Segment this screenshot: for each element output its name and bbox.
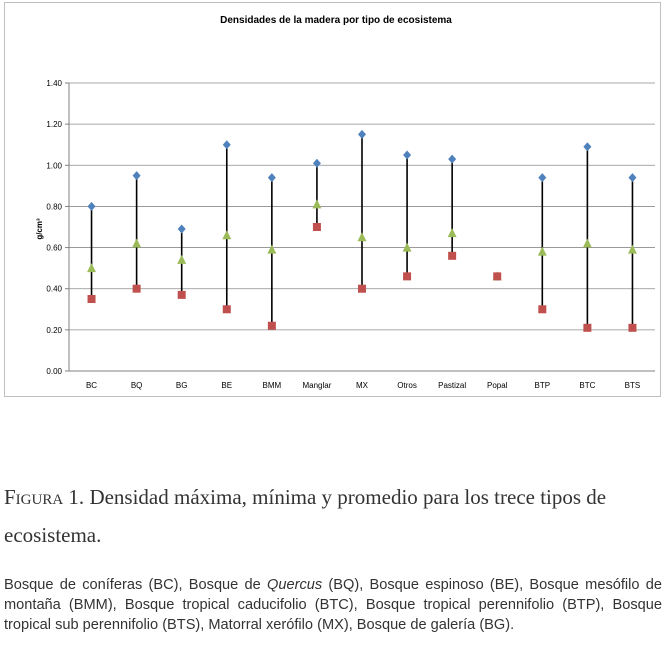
avg-marker <box>132 238 142 248</box>
max-marker <box>628 173 637 183</box>
max-marker <box>132 171 141 181</box>
avg-marker <box>537 246 547 256</box>
x-tick-label: Popal <box>487 381 508 390</box>
x-tick-label: BTS <box>625 381 641 390</box>
x-tick-label: BQ <box>131 381 143 390</box>
abbreviation-legend: Bosque de coníferas (BC), Bosque de Quer… <box>4 575 662 635</box>
chart-title: Densidades de la madera por tipo de ecos… <box>220 15 452 26</box>
min-marker <box>538 305 547 314</box>
y-tick-label: 0.60 <box>46 244 62 253</box>
y-tick-label: 1.00 <box>46 161 62 170</box>
x-tick-label: Otros <box>397 381 417 390</box>
min-marker <box>583 323 592 332</box>
max-marker <box>222 140 231 150</box>
x-tick-label: BMM <box>263 381 282 390</box>
y-axis-label: g/cm³ <box>35 218 44 240</box>
figure-label: Figura 1. <box>4 485 85 509</box>
legend-text-italic: Quercus <box>267 577 323 593</box>
y-tick-label: 1.40 <box>46 79 62 88</box>
x-tick-label: BTC <box>579 381 595 390</box>
avg-marker <box>222 230 232 240</box>
y-tick-labels: 0.00 0.20 0.40 0.60 0.80 1.00 1.20 1.40 <box>46 79 62 376</box>
chart-container: Densidades de la madera por tipo de ecos… <box>4 2 661 397</box>
min-marker <box>177 290 186 299</box>
figure-caption: Figura 1. Densidad máxima, mínima y prom… <box>4 478 664 554</box>
max-marker <box>403 150 412 160</box>
x-tick-label: BE <box>221 381 232 390</box>
y-tick-label: 0.80 <box>46 202 62 211</box>
y-tick-label: 0.40 <box>46 285 62 294</box>
y-tick-label: 0.00 <box>46 367 62 376</box>
x-tick-labels: BC BQ BG BE BMM Manglar MX Otros Pastizal Popal BT… <box>86 381 640 390</box>
x-tick-label: BG <box>176 381 188 390</box>
legend-text-part1: Bosque de coníferas (BC), Bosque de <box>4 577 268 593</box>
min-marker <box>312 223 321 231</box>
chart-svg: Densidades de la madera por tipo de ecos… <box>35 15 655 390</box>
avg-marker <box>87 263 97 273</box>
max-marker <box>448 154 457 164</box>
y-tick-label: 0.20 <box>46 326 62 335</box>
avg-marker <box>312 199 322 209</box>
max-marker <box>267 173 276 183</box>
min-marker <box>358 284 366 293</box>
min-marker <box>493 272 502 281</box>
avg-marker <box>447 228 457 238</box>
avg-marker <box>627 244 637 254</box>
max-marker <box>87 201 96 211</box>
range-lines <box>90 134 634 328</box>
min-marker <box>628 323 637 332</box>
min-marker <box>267 321 276 330</box>
avg-marker <box>267 244 277 254</box>
max-marker <box>583 142 592 152</box>
x-tick-label: Pastizal <box>438 381 466 390</box>
avg-marker <box>177 254 187 264</box>
max-marker <box>312 158 321 168</box>
x-tick-label: Manglar <box>302 381 331 390</box>
min-marker <box>87 295 96 303</box>
min-marker <box>132 284 141 293</box>
max-marker <box>538 173 547 183</box>
avg-marker <box>582 238 592 248</box>
caption-text: Densidad máxima, mínima y promedio para … <box>4 485 607 547</box>
y-tick-label: 1.20 <box>46 120 62 129</box>
min-marker <box>403 272 412 281</box>
avg-marker <box>357 232 367 242</box>
x-tick-label: MX <box>356 381 369 390</box>
legend-text-part2: (BQ), Bosque espinoso (BE), Bosque mesóf… <box>4 577 662 633</box>
data-markers <box>87 129 637 332</box>
min-marker <box>448 251 457 260</box>
max-marker <box>177 224 186 234</box>
x-tick-label: BTP <box>535 381 551 390</box>
avg-marker <box>402 242 412 252</box>
x-tick-label: BC <box>86 381 97 390</box>
max-marker <box>358 129 366 139</box>
min-marker <box>222 305 231 314</box>
axes <box>65 82 655 372</box>
